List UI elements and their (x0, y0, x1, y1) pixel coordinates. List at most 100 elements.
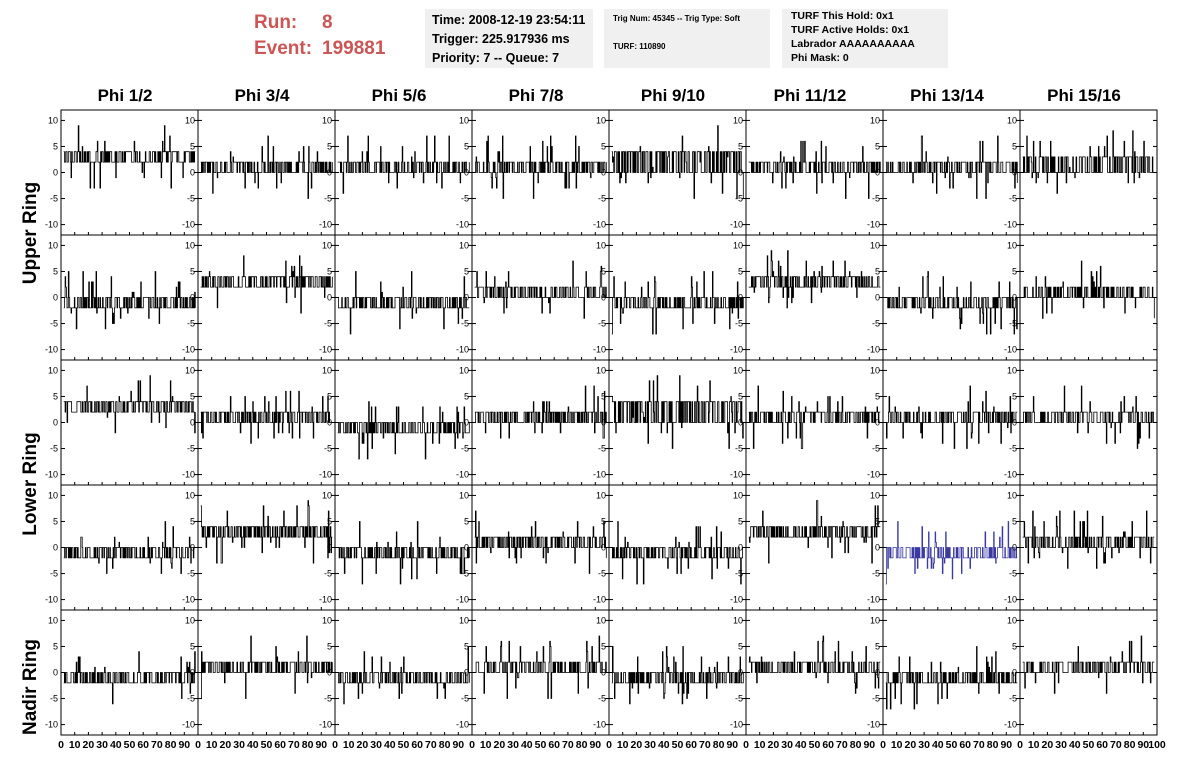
y-tick-label: -5 (461, 694, 469, 704)
y-tick-label: 5 (601, 266, 606, 276)
y-tick-label: 0 (875, 668, 880, 678)
y-tick-label: 10 (322, 365, 332, 375)
x-tick-label: 80 (576, 739, 588, 751)
y-tick-label: -10 (319, 220, 332, 230)
y-tick-label: 0 (190, 668, 195, 678)
waveform-trace (63, 375, 196, 434)
x-tick-label: 90 (178, 739, 190, 751)
x-tick-label: 50 (1083, 739, 1095, 751)
y-tick-label: 5 (327, 391, 332, 401)
waveform-trace (337, 521, 470, 585)
x-tick-label: 60 (685, 739, 697, 751)
y-tick-label: -10 (867, 595, 880, 605)
turf-active-text: TURF Active Holds: 0x1 (791, 24, 910, 36)
y-tick-label: 10 (48, 115, 58, 125)
x-tick-label: 80 (439, 739, 451, 751)
y-tick-label: -10 (593, 470, 606, 480)
y-tick-label: 5 (1012, 641, 1017, 651)
x-tick-label: 50 (672, 739, 684, 751)
column-label-phi-15-16: Phi 15/16 (1047, 86, 1121, 105)
x-tick-label: 30 (918, 739, 930, 751)
panel-r4-c6: 10 5 0 -5 -10 (867, 609, 1021, 736)
y-tick-label: 10 (733, 615, 743, 625)
y-tick-label: 0 (464, 543, 469, 553)
waveform-trace (611, 375, 744, 449)
y-tick-label: 5 (464, 641, 469, 651)
y-tick-label: 5 (53, 391, 58, 401)
y-tick-label: 0 (190, 418, 195, 428)
y-tick-label: 10 (870, 115, 880, 125)
y-tick-label: 10 (1007, 365, 1017, 375)
y-tick-label: -5 (1009, 569, 1017, 579)
y-tick-label: 10 (185, 490, 195, 500)
waveform-trace (611, 271, 744, 335)
y-tick-label: 10 (733, 115, 743, 125)
y-tick-label: -10 (45, 470, 58, 480)
y-tick-label: 5 (1012, 141, 1017, 151)
x-tick-label: 80 (850, 739, 862, 751)
y-tick-label: 10 (48, 490, 58, 500)
y-tick-label: 0 (601, 293, 606, 303)
y-tick-label: -5 (1009, 194, 1017, 204)
x-tick-label: 20 (905, 739, 917, 751)
y-tick-label: 10 (459, 240, 469, 250)
x-tick-label: 20 (83, 739, 95, 751)
y-tick-label: 10 (48, 365, 58, 375)
column-label-phi-1-2: Phi 1/2 (97, 86, 153, 105)
y-tick-label: 10 (733, 240, 743, 250)
panel-r0-c4: 10 5 0 -5 -10 (593, 109, 747, 236)
y-tick-label: -10 (593, 720, 606, 730)
labrador-text: Labrador AAAAAAAAAA (791, 38, 915, 50)
y-tick-label: -5 (50, 569, 58, 579)
waveform-trace (337, 271, 470, 335)
waveform-trace (200, 500, 333, 564)
y-tick-label: 5 (738, 641, 743, 651)
panel-frame (197, 484, 336, 611)
y-tick-label: -5 (735, 694, 743, 704)
y-tick-label: -10 (593, 345, 606, 355)
panel-r2-c3: 10 5 0 -5 -10 (456, 359, 610, 486)
y-tick-label: -5 (598, 194, 606, 204)
panel-r2-c5: 10 5 0 -5 -10 (730, 359, 884, 486)
turf-hold-info-box: TURF This Hold: 0x1 TURF Active Holds: 0… (782, 9, 948, 68)
panel-frame (60, 109, 199, 236)
waveform-trace (474, 385, 607, 439)
y-tick-label: -10 (730, 595, 743, 605)
x-tick-label: 20 (357, 739, 369, 751)
y-tick-label: -10 (1004, 470, 1017, 480)
x-tick-label: 60 (548, 739, 560, 751)
y-tick-label: 10 (870, 240, 880, 250)
x-tick-label: 0 (58, 739, 64, 751)
y-tick-label: -5 (598, 694, 606, 704)
y-tick-label: -10 (319, 595, 332, 605)
y-tick-label: -5 (187, 319, 195, 329)
y-tick-label: 0 (875, 418, 880, 428)
y-tick-label: 0 (875, 168, 880, 178)
panel-r4-c3: 10 5 0 -5 -10 (456, 609, 610, 736)
panel-r3-c0: 10 5 0 -5 -10 (45, 484, 199, 611)
y-tick-label: -10 (593, 220, 606, 230)
column-label-phi-3-4: Phi 3/4 (234, 86, 290, 105)
y-tick-label: 0 (601, 168, 606, 178)
waveform-trace (748, 635, 881, 694)
y-tick-label: 0 (327, 543, 332, 553)
panel-r1-c2: 10 5 0 -5 -10 (319, 234, 473, 361)
y-tick-label: 10 (733, 490, 743, 500)
x-tick-label: 40 (932, 739, 944, 751)
panel-r1-c3: 10 5 0 -5 -10 (456, 234, 610, 361)
y-tick-label: -10 (456, 720, 469, 730)
y-tick-label: 5 (464, 141, 469, 151)
y-tick-label: 5 (327, 141, 332, 151)
run-event-block: Run: 8 Event: 199881 (254, 10, 385, 62)
y-tick-label: -10 (730, 470, 743, 480)
y-tick-label: 5 (327, 641, 332, 651)
x-tick-label: 50 (946, 739, 958, 751)
x-tick-label: 50 (124, 739, 136, 751)
y-tick-label: -5 (735, 569, 743, 579)
y-tick-label: 0 (464, 293, 469, 303)
y-tick-label: 0 (601, 543, 606, 553)
y-tick-label: 10 (596, 365, 606, 375)
panel-r4-c0: 10 5 0 -5 -10 (45, 609, 199, 736)
y-tick-label: 10 (48, 615, 58, 625)
y-tick-label: 0 (738, 168, 743, 178)
